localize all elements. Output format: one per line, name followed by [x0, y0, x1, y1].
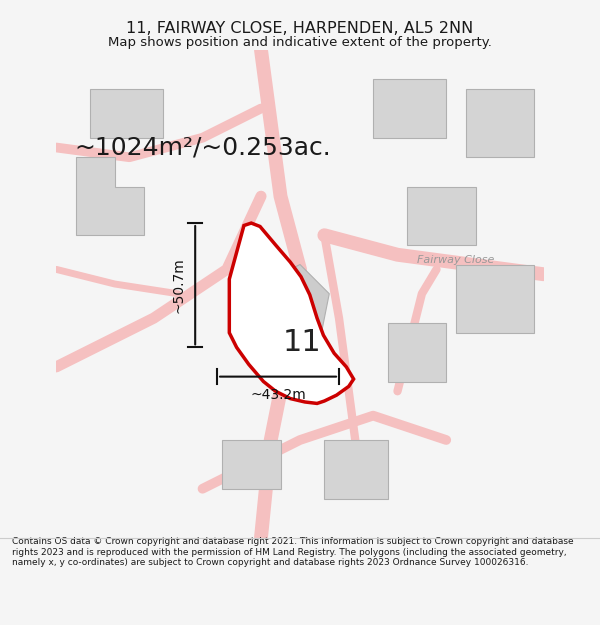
Polygon shape	[407, 186, 476, 245]
Polygon shape	[456, 264, 534, 332]
Polygon shape	[325, 440, 388, 499]
Polygon shape	[76, 158, 144, 235]
Text: Fairway Close: Fairway Close	[418, 254, 494, 264]
Text: ~50.7m: ~50.7m	[171, 258, 185, 313]
Polygon shape	[222, 440, 281, 489]
Polygon shape	[388, 323, 446, 381]
Text: ~43.2m: ~43.2m	[250, 388, 306, 402]
Text: 11, FAIRWAY CLOSE, HARPENDEN, AL5 2NN: 11, FAIRWAY CLOSE, HARPENDEN, AL5 2NN	[127, 21, 473, 36]
Text: Map shows position and indicative extent of the property.: Map shows position and indicative extent…	[108, 36, 492, 49]
Polygon shape	[466, 89, 534, 158]
Polygon shape	[261, 264, 329, 362]
Text: 11: 11	[283, 328, 321, 357]
Polygon shape	[91, 89, 163, 138]
Polygon shape	[373, 79, 446, 138]
Text: Contains OS data © Crown copyright and database right 2021. This information is : Contains OS data © Crown copyright and d…	[12, 538, 574, 568]
Text: ~1024m²/~0.253ac.: ~1024m²/~0.253ac.	[74, 136, 331, 159]
Polygon shape	[229, 223, 353, 404]
